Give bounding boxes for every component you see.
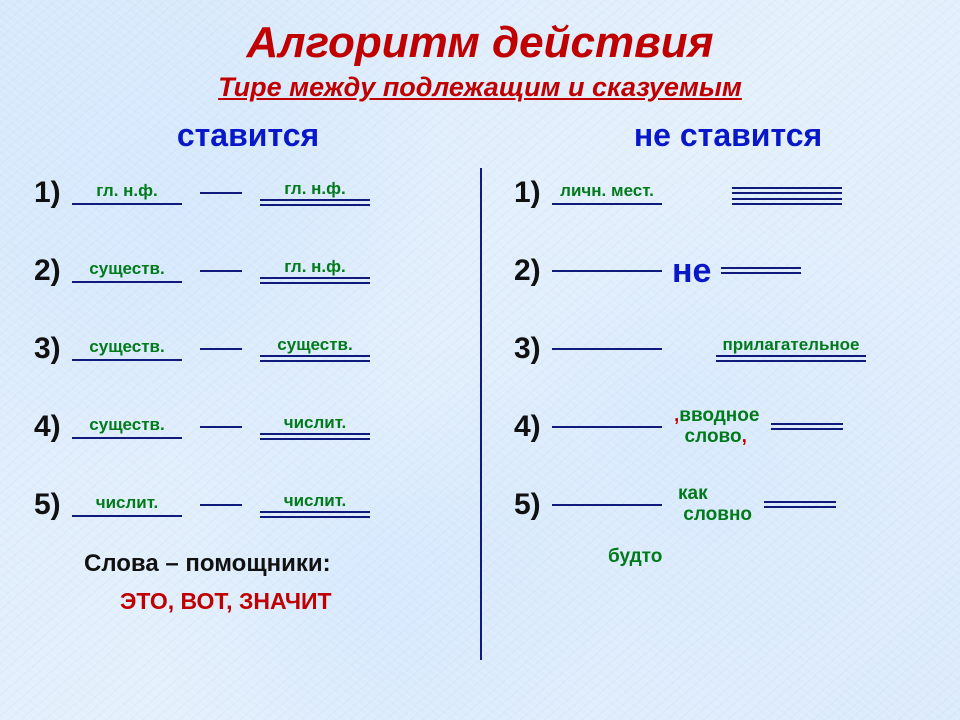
subject-segment xyxy=(552,348,662,350)
row-number: 1) xyxy=(34,176,72,210)
subject-label: числит. xyxy=(96,494,159,511)
dash-segment xyxy=(200,192,242,194)
predicate-label: числит. xyxy=(284,492,347,509)
row-number: 3) xyxy=(34,332,72,366)
mid-compare-words: как словно xyxy=(678,484,764,526)
subject-segment: существ. xyxy=(72,416,182,439)
right-row-5: 5) как словно xyxy=(514,466,942,544)
dash-segment xyxy=(200,348,242,350)
predicate-label: прилагательное xyxy=(722,336,859,353)
left-row-5: 5) числит. числит. xyxy=(34,466,462,544)
subject-label: гл. н.ф. xyxy=(96,182,158,199)
predicate-label: существ. xyxy=(277,336,352,353)
predicate-segment: гл. н.ф. xyxy=(260,180,370,206)
row-number: 1) xyxy=(514,176,552,210)
predicate-segment xyxy=(721,269,801,274)
right-row-3: 3) прилагательное xyxy=(514,310,942,388)
subject-label: существ. xyxy=(89,338,164,355)
subject-segment: числит. xyxy=(72,494,182,517)
dash-segment xyxy=(200,504,242,506)
subject-segment: гл. н.ф. xyxy=(72,182,182,205)
subject-label: существ. xyxy=(89,260,164,277)
subject-segment: существ. xyxy=(72,338,182,361)
main-title: Алгоритм действия xyxy=(0,0,960,68)
right-header: не ставится xyxy=(514,117,942,154)
subject-segment xyxy=(552,426,662,428)
predicate-segment xyxy=(771,425,843,430)
subject-label: личн. мест. xyxy=(560,182,654,199)
budto-word: будто xyxy=(608,546,942,568)
predicate-segment: числит. xyxy=(260,492,370,518)
predicate-segment: прилагательное xyxy=(706,336,876,362)
subject-segment xyxy=(552,504,662,506)
subtitle: Тире между подлежащим и сказуемым xyxy=(0,72,960,103)
right-row-1: 1) личн. мест. xyxy=(514,154,942,232)
columns: ставится 1) гл. н.ф. гл. н.ф. 2) существ… xyxy=(0,117,960,615)
subject-segment: существ. xyxy=(72,260,182,283)
helpers-title: Слова – помощники: xyxy=(84,550,462,578)
row-number: 2) xyxy=(34,254,72,288)
row-number: 4) xyxy=(514,410,552,444)
row-number: 5) xyxy=(514,488,552,522)
row-number: 5) xyxy=(34,488,72,522)
right-row-2: 2) не xyxy=(514,232,942,310)
predicate-label: гл. н.ф. xyxy=(284,180,346,197)
left-header: ставится xyxy=(34,117,462,154)
predicate-segment: гл. н.ф. xyxy=(260,258,370,284)
subject-segment xyxy=(552,270,662,272)
row-number: 2) xyxy=(514,254,552,288)
predicate-segment xyxy=(732,181,842,205)
row-number: 4) xyxy=(34,410,72,444)
predicate-label: гл. н.ф. xyxy=(284,258,346,275)
right-row-4: 4) ,вводное слово, xyxy=(514,388,942,466)
left-row-1: 1) гл. н.ф. гл. н.ф. xyxy=(34,154,462,232)
dash-segment xyxy=(200,426,242,428)
left-row-3: 3) существ. существ. xyxy=(34,310,462,388)
subject-segment: личн. мест. xyxy=(552,182,662,205)
subject-label: существ. xyxy=(89,416,164,433)
left-row-2: 2) существ. гл. н.ф. xyxy=(34,232,462,310)
slide-content: Алгоритм действия Тире между подлежащим … xyxy=(0,0,960,720)
mid-word-ne: не xyxy=(672,252,711,291)
dash-segment xyxy=(200,270,242,272)
helpers-list: ЭТО, ВОТ, ЗНАЧИТ xyxy=(120,588,462,615)
left-row-4: 4) существ. числит. xyxy=(34,388,462,466)
predicate-segment: существ. xyxy=(260,336,370,362)
predicate-segment xyxy=(764,503,836,508)
right-column: не ставится 1) личн. мест. 2) не 3) xyxy=(480,117,960,615)
predicate-segment: числит. xyxy=(260,414,370,440)
predicate-label: числит. xyxy=(284,414,347,431)
row-number: 3) xyxy=(514,332,552,366)
left-column: ставится 1) гл. н.ф. гл. н.ф. 2) существ… xyxy=(0,117,480,615)
mid-intro-word: ,вводное слово, xyxy=(674,406,759,448)
